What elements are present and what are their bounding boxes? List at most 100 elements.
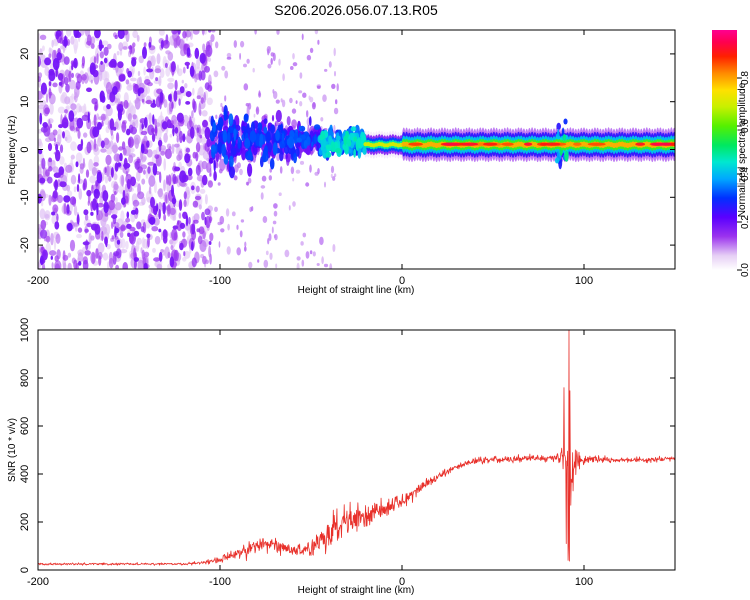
spectrogram-cell: [148, 185, 152, 195]
spectrogram-cell: [204, 65, 210, 73]
spectrogram-marks: [38, 30, 675, 269]
spectrogram-cell: [168, 94, 172, 102]
spectrogram-cell: [90, 79, 93, 84]
spectrogram-cell: [185, 147, 191, 153]
spectrogram-cell: [123, 162, 131, 169]
spectrogram-cell: [62, 254, 69, 261]
spectrogram-cell: [170, 61, 176, 73]
spectrogram-cell: [201, 211, 205, 221]
spectrogram-cell: [141, 123, 144, 130]
spectrogram-cell: [81, 56, 85, 67]
spectrogram-cell: [240, 219, 245, 223]
spectrogram-cell: [272, 142, 278, 156]
spectrogram-cell: [227, 126, 235, 134]
spectrogram-cell: [192, 30, 200, 35]
spectrogram-cell: [191, 223, 196, 235]
spectrogram-cell: [182, 66, 186, 74]
spectrogram-cell: [276, 30, 280, 35]
spectrogram-cell: [93, 56, 97, 64]
spectrogram-cell: [241, 134, 245, 142]
spectrogram-cell: [218, 168, 223, 174]
spectrogram-x-tick-label: -200: [27, 275, 49, 287]
spectrogram-cell: [55, 233, 61, 244]
spectrogram-cell: [243, 113, 249, 123]
spectrogram-cell: [202, 119, 208, 128]
spectrogram-cell: [91, 98, 98, 105]
spectrogram-cell: [217, 117, 224, 129]
spectrogram-cell: [48, 47, 52, 55]
spectrogram-cell: [84, 228, 89, 233]
spectrogram-cell: [162, 229, 168, 240]
spectrogram-cell: [183, 251, 186, 257]
spectrogram-cell: [164, 62, 168, 68]
spectrogram-cell: [91, 166, 98, 176]
spectrogram-cell: [93, 138, 97, 150]
spectrogram-cell: [408, 142, 423, 146]
spectrogram-cell: [301, 33, 304, 41]
spectrogram-cell: [133, 247, 137, 260]
spectrogram-cell: [302, 92, 307, 98]
spectrogram-cell: [146, 68, 154, 73]
spectrogram-cell: [335, 135, 341, 141]
spectrogram-cell: [105, 81, 112, 95]
spectrogram-cell: [140, 226, 145, 233]
spectrogram-cell: [102, 252, 109, 261]
spectrogram-cell: [316, 85, 321, 90]
spectrogram-cell: [248, 261, 253, 269]
spectrogram-cell: [240, 40, 245, 48]
spectrogram-cell: [263, 126, 268, 134]
spectrogram-cell: [49, 102, 54, 115]
spectrogram-cell: [127, 70, 132, 78]
spectrogram-cell: [270, 57, 273, 65]
spectrogram-cell: [63, 202, 67, 215]
spectrogram-cell: [73, 57, 78, 69]
spectrogram-cell: [39, 34, 47, 40]
spectrogram-cell: [77, 227, 83, 233]
spectrogram-cell: [130, 77, 137, 82]
spectrogram-cell: [292, 62, 298, 67]
spectrogram-cell: [290, 166, 295, 175]
spectrogram-cell: [136, 221, 142, 230]
spectrogram-cell: [125, 240, 129, 250]
spectrogram-cell: [103, 46, 109, 56]
spectrogram-cell: [76, 214, 80, 225]
spectrogram-cell: [152, 163, 158, 176]
spectrogram-cell: [88, 232, 92, 244]
spectrogram-cell: [173, 90, 178, 102]
spectrogram-cell: [127, 113, 132, 122]
spectrogram-cell: [192, 100, 197, 113]
spectrogram-cell: [171, 101, 174, 109]
spectrogram-cell: [93, 114, 97, 127]
snr-x-label: Height of straight line (km): [298, 585, 415, 596]
spectrogram-cell: [362, 146, 367, 155]
spectrogram-cell: [146, 149, 153, 158]
spectrogram-cell: [140, 143, 145, 154]
spectrogram-cell: [165, 194, 168, 204]
spectrogram-cell: [106, 104, 111, 110]
spectrogram-cell: [303, 139, 308, 149]
spectrogram-cell: [280, 123, 284, 134]
spectrogram-cell: [209, 81, 212, 85]
spectrogram-cell: [291, 108, 297, 114]
spectrogram-cell: [163, 158, 166, 171]
spectrogram-cell: [132, 114, 137, 120]
spectrogram-cell: [257, 259, 260, 263]
spectrogram-cell: [169, 207, 176, 216]
spectrogram-cell: [59, 144, 64, 153]
spectrogram-cell: [45, 93, 49, 103]
spectrogram-cell: [239, 230, 243, 238]
spectrogram-cell: [306, 54, 312, 61]
snr-y-tick-label: 600: [19, 417, 31, 435]
spectrogram-cell: [199, 134, 203, 139]
spectrogram-cell: [161, 121, 168, 130]
snr-y-label: SNR (10 * v/v): [7, 418, 18, 482]
spectrogram-cell: [309, 96, 314, 103]
spectrogram-cell: [246, 58, 250, 64]
spectrogram-cell: [299, 160, 305, 165]
spectrogram-cell: [38, 149, 43, 155]
spectrogram-cell: [81, 74, 87, 81]
spectrogram-cell: [121, 141, 126, 150]
spectrogram-cell: [501, 142, 514, 146]
spectrogram-cell: [334, 71, 336, 77]
